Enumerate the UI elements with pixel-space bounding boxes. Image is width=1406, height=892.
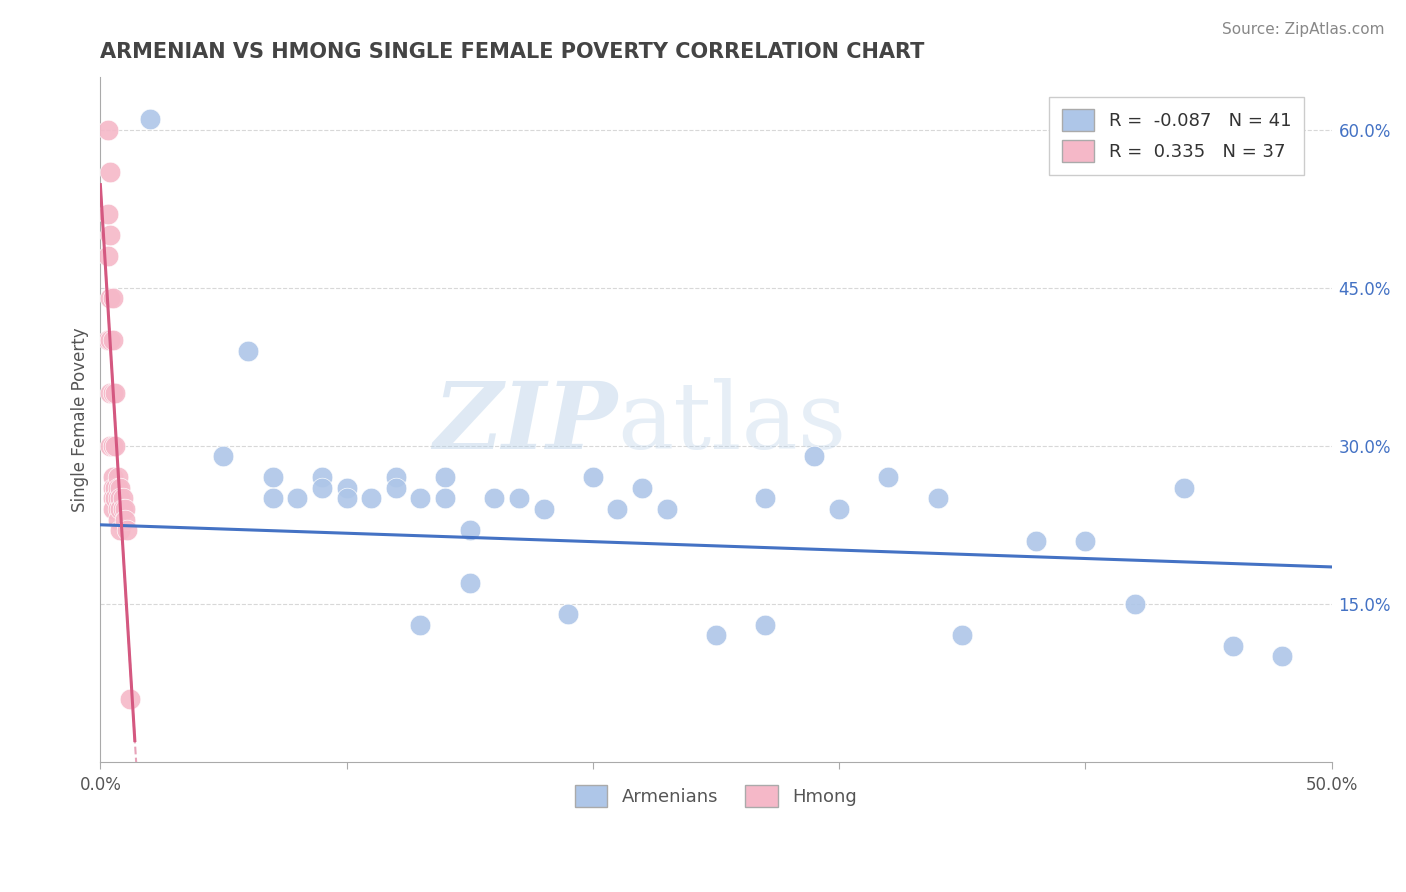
Point <box>98 334 121 348</box>
Point <box>98 291 121 305</box>
Point <box>409 491 432 506</box>
Point <box>533 502 555 516</box>
Point <box>138 112 160 127</box>
Point <box>97 334 120 348</box>
Point <box>1222 639 1244 653</box>
Point <box>118 691 141 706</box>
Point <box>655 502 678 516</box>
Point <box>107 512 129 526</box>
Point <box>950 628 973 642</box>
Point <box>236 344 259 359</box>
Point <box>458 575 481 590</box>
Point <box>111 491 134 506</box>
Text: ZIP: ZIP <box>433 378 617 468</box>
Point <box>101 502 124 516</box>
Point <box>606 502 628 516</box>
Y-axis label: Single Female Poverty: Single Female Poverty <box>72 327 89 512</box>
Point <box>877 470 900 484</box>
Point <box>108 502 131 516</box>
Point <box>114 502 136 516</box>
Point <box>1074 533 1097 548</box>
Point <box>803 450 825 464</box>
Point <box>98 228 121 243</box>
Point <box>97 123 120 137</box>
Point <box>108 491 131 506</box>
Text: ARMENIAN VS HMONG SINGLE FEMALE POVERTY CORRELATION CHART: ARMENIAN VS HMONG SINGLE FEMALE POVERTY … <box>100 42 925 62</box>
Point <box>385 470 408 484</box>
Point <box>212 450 235 464</box>
Point <box>98 386 121 401</box>
Point <box>582 470 605 484</box>
Point <box>107 470 129 484</box>
Point <box>107 491 129 506</box>
Point <box>117 523 139 537</box>
Point <box>1173 481 1195 495</box>
Text: atlas: atlas <box>617 378 846 468</box>
Point <box>508 491 530 506</box>
Point <box>101 334 124 348</box>
Point <box>434 470 457 484</box>
Point <box>311 481 333 495</box>
Point <box>107 481 129 495</box>
Point <box>336 481 359 495</box>
Point <box>111 502 134 516</box>
Point <box>97 249 120 263</box>
Point <box>557 607 579 622</box>
Point <box>360 491 382 506</box>
Point <box>754 618 776 632</box>
Point <box>108 523 131 537</box>
Point <box>97 207 120 221</box>
Point <box>101 491 124 506</box>
Point <box>104 439 127 453</box>
Point <box>285 491 308 506</box>
Point <box>385 481 408 495</box>
Point <box>104 386 127 401</box>
Point <box>101 481 124 495</box>
Point <box>828 502 851 516</box>
Point <box>98 165 121 179</box>
Point <box>434 491 457 506</box>
Point <box>107 502 129 516</box>
Point <box>484 491 506 506</box>
Point <box>101 439 124 453</box>
Point <box>262 470 284 484</box>
Point <box>101 470 124 484</box>
Point <box>1271 649 1294 664</box>
Point <box>262 491 284 506</box>
Text: Source: ZipAtlas.com: Source: ZipAtlas.com <box>1222 22 1385 37</box>
Point <box>1123 597 1146 611</box>
Point <box>704 628 727 642</box>
Point <box>104 491 127 506</box>
Point <box>101 386 124 401</box>
Point <box>754 491 776 506</box>
Point <box>336 491 359 506</box>
Point <box>108 481 131 495</box>
Legend: Armenians, Hmong: Armenians, Hmong <box>568 778 865 814</box>
Point <box>311 470 333 484</box>
Point <box>101 291 124 305</box>
Point <box>927 491 949 506</box>
Point <box>409 618 432 632</box>
Point <box>458 523 481 537</box>
Point <box>104 481 127 495</box>
Point <box>98 439 121 453</box>
Point <box>114 512 136 526</box>
Point <box>631 481 654 495</box>
Point <box>1025 533 1047 548</box>
